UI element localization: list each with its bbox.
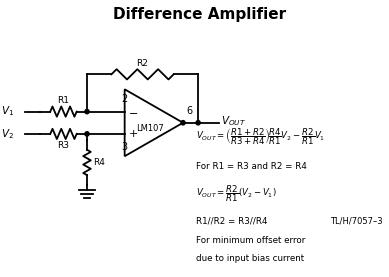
Text: LM107: LM107 (136, 124, 164, 133)
Text: TL/H/7057–3: TL/H/7057–3 (330, 217, 383, 226)
Text: due to input bias current: due to input bias current (196, 254, 304, 263)
Circle shape (181, 120, 185, 125)
Text: $V_{OUT}$: $V_{OUT}$ (221, 115, 246, 129)
Text: R3: R3 (58, 141, 70, 150)
Text: $V_{OUT} = \left(\dfrac{R1+R2}{R3+R4}\right)\!\dfrac{R4}{R1}V_2 - \dfrac{R2}{R1}: $V_{OUT} = \left(\dfrac{R1+R2}{R3+R4}\ri… (196, 126, 326, 147)
Circle shape (85, 109, 89, 114)
Text: For minimum offset error: For minimum offset error (196, 236, 306, 245)
Text: $-$: $-$ (128, 107, 138, 117)
Text: $V_{OUT} = \dfrac{R2}{R1}(V_2 - V_1)$: $V_{OUT} = \dfrac{R2}{R1}(V_2 - V_1)$ (196, 183, 277, 204)
Text: R2: R2 (137, 59, 149, 68)
Text: For R1 = R3 and R2 = R4: For R1 = R3 and R2 = R4 (196, 161, 307, 171)
Circle shape (85, 132, 89, 136)
Text: 6: 6 (187, 106, 193, 116)
Text: 2: 2 (121, 94, 127, 104)
Text: R1: R1 (58, 96, 70, 104)
Text: R4: R4 (93, 158, 105, 167)
Circle shape (196, 120, 200, 125)
Text: R1//R2 = R3//R4: R1//R2 = R3//R4 (196, 217, 268, 226)
Text: $+$: $+$ (128, 129, 138, 139)
Text: 3: 3 (121, 142, 127, 152)
Text: $V_1$: $V_1$ (1, 105, 14, 119)
Text: Difference Amplifier: Difference Amplifier (114, 7, 287, 22)
Text: $V_2$: $V_2$ (1, 127, 14, 141)
